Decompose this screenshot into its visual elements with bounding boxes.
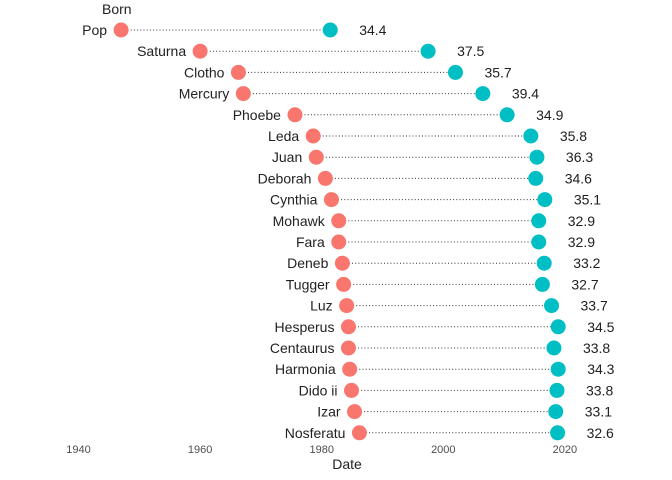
row-name-label: Mercury: [179, 86, 230, 102]
row-value-label: 36.3: [566, 149, 593, 165]
end-point: [544, 298, 560, 314]
row-name-label: Cynthia: [270, 192, 318, 208]
row-name-label: Juan: [272, 149, 302, 165]
born-point: [331, 234, 347, 250]
row-value-label: 34.3: [587, 361, 614, 377]
row-value-label: 32.9: [568, 213, 595, 229]
born-point: [113, 22, 129, 38]
end-point: [523, 128, 539, 144]
chart-marks: Pop 34.4 Saturna 37.5 Clotho 35.7 Mercury 39.4 P…: [82, 22, 614, 441]
row-name-label: Tugger: [286, 276, 330, 292]
row-name-label: Centaurus: [270, 340, 335, 356]
end-point: [548, 404, 564, 420]
row-value-label: 35.7: [484, 64, 511, 80]
end-point: [550, 361, 566, 377]
row-name-label: Harmonia: [275, 361, 336, 377]
born-point: [347, 404, 363, 420]
row-value-label: 34.5: [587, 319, 614, 335]
born-point: [340, 319, 356, 335]
row-value-label: 32.7: [571, 276, 598, 292]
born-point: [342, 361, 358, 377]
x-tick-label: 2000: [431, 444, 455, 456]
x-tick-label: 2020: [553, 444, 577, 456]
end-point: [531, 234, 547, 250]
born-point: [339, 298, 355, 314]
row-value-label: 39.4: [512, 86, 539, 102]
row-name-label: Leda: [268, 128, 299, 144]
end-point: [536, 255, 552, 271]
row-value-label: 37.5: [457, 43, 484, 59]
x-axis: 1940 1960 1980 2000 2020: [66, 444, 577, 456]
born-point: [192, 43, 208, 59]
end-point: [322, 22, 338, 38]
born-point: [344, 382, 360, 398]
end-point: [447, 64, 463, 80]
row-name-label: Dido ii: [299, 382, 338, 398]
row-name-label: Nosferatu: [285, 425, 346, 441]
born-point: [305, 128, 321, 144]
row-name-label: Deborah: [258, 170, 312, 186]
end-point: [420, 43, 436, 59]
born-point: [351, 425, 367, 441]
legend-label-born: Born: [102, 1, 132, 17]
row-value-label: 35.8: [560, 128, 587, 144]
end-point: [528, 170, 544, 186]
row-name-label: Fara: [296, 234, 325, 250]
end-point: [549, 382, 565, 398]
row-name-label: Izar: [317, 404, 341, 420]
end-point: [529, 149, 545, 165]
row-value-label: 32.9: [568, 234, 595, 250]
x-tick-label: 1960: [188, 444, 212, 456]
end-point: [534, 276, 550, 292]
row-value-label: 33.8: [583, 340, 610, 356]
row-name-label: Hesperus: [275, 319, 335, 335]
row-name-label: Mohawk: [273, 213, 326, 229]
born-point: [323, 192, 339, 208]
born-point: [230, 64, 246, 80]
born-point: [331, 213, 347, 229]
end-point: [537, 192, 553, 208]
row-value-label: 34.9: [536, 107, 563, 123]
row-value-label: 33.1: [585, 404, 612, 420]
row-name-label: Pop: [82, 22, 107, 38]
x-tick-label: 1980: [309, 444, 333, 456]
row-name-label: Phoebe: [233, 107, 281, 123]
end-point: [546, 340, 562, 356]
end-point: [550, 425, 566, 441]
row-value-label: 35.1: [574, 192, 601, 208]
row-value-label: 32.6: [587, 425, 614, 441]
row-value-label: 33.7: [581, 298, 608, 314]
born-point: [287, 107, 303, 123]
row-value-label: 34.4: [359, 22, 386, 38]
row-value-label: 33.8: [586, 382, 613, 398]
born-point: [308, 149, 324, 165]
row-name-label: Clotho: [184, 64, 225, 80]
born-point: [336, 276, 352, 292]
born-point: [317, 170, 333, 186]
born-point: [334, 255, 350, 271]
end-point: [531, 213, 547, 229]
end-point: [550, 319, 566, 335]
row-name-label: Saturna: [137, 43, 186, 59]
row-value-label: 34.6: [565, 170, 592, 186]
row-name-label: Deneb: [287, 255, 328, 271]
born-point: [340, 340, 356, 356]
row-value-label: 33.2: [573, 255, 600, 271]
row-name-label: Luz: [310, 298, 333, 314]
end-point: [499, 107, 515, 123]
born-point: [235, 86, 251, 102]
x-tick-label: 1940: [66, 444, 90, 456]
x-axis-title: Date: [332, 456, 362, 472]
end-point: [475, 86, 491, 102]
